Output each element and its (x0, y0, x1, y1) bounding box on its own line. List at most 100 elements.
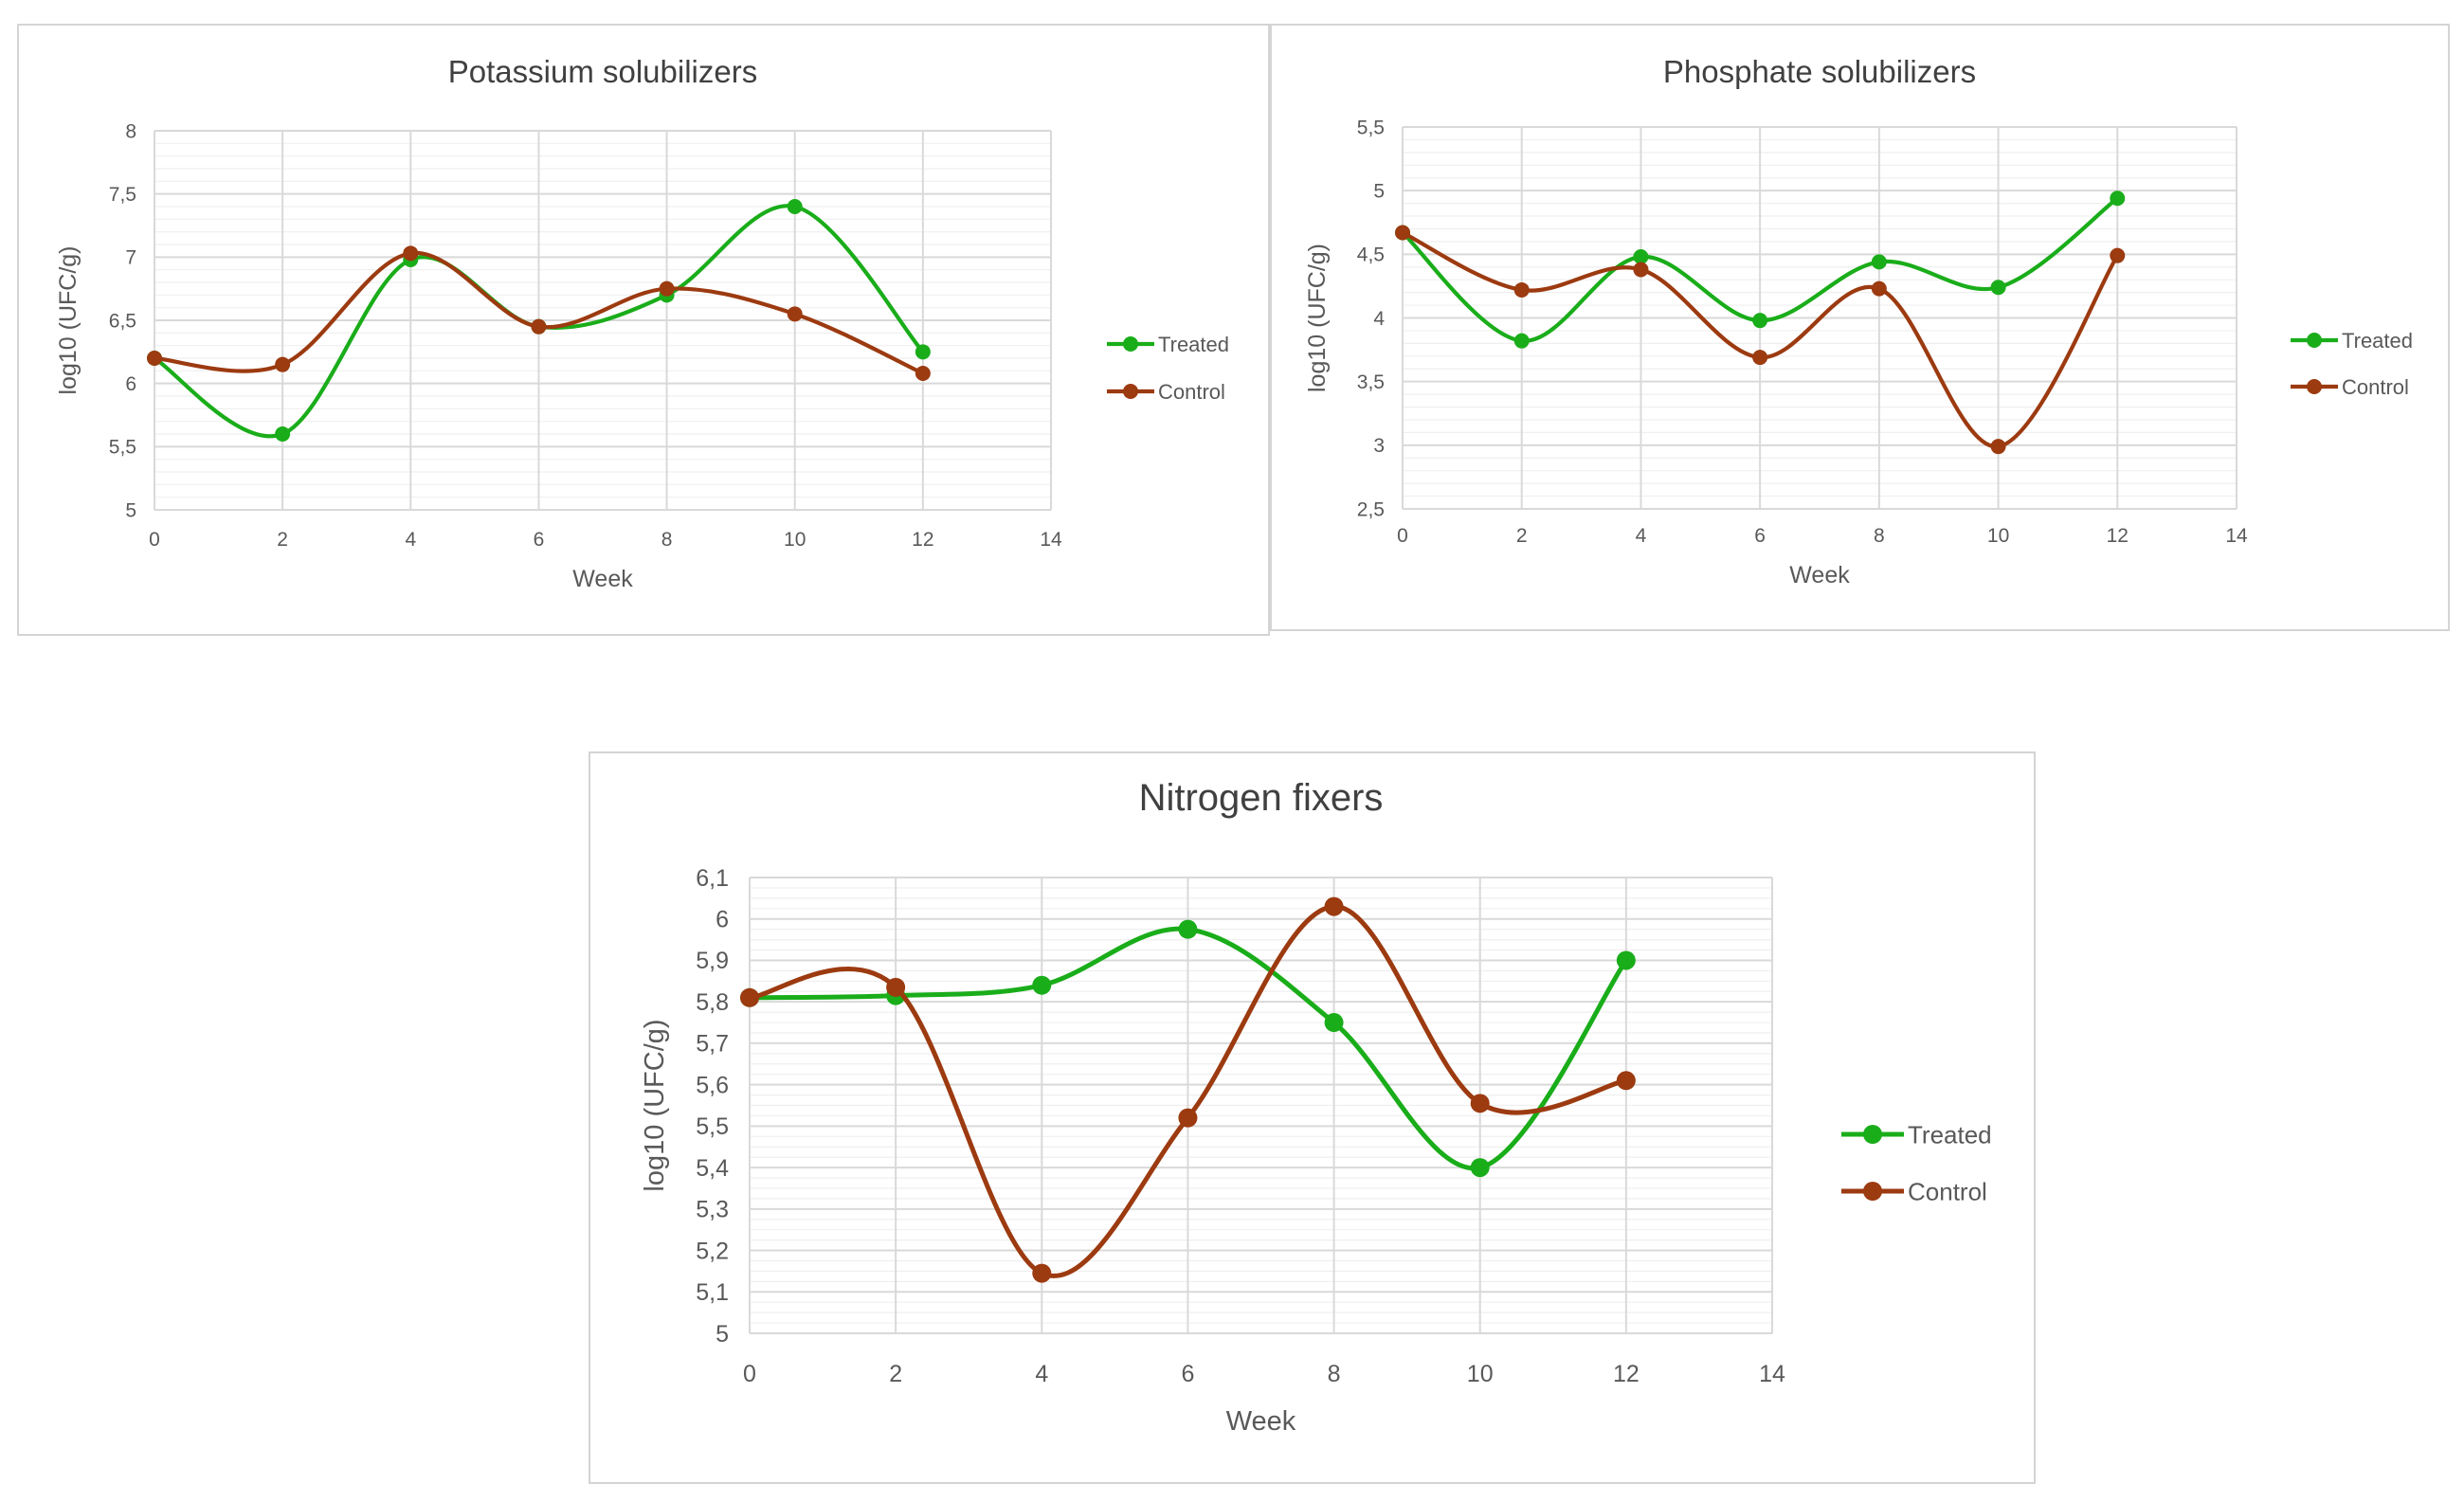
y-tick-label: 5,5 (1357, 117, 1385, 138)
x-tick-label: 14 (1040, 529, 1062, 551)
x-tick-label: 8 (661, 529, 673, 551)
data-point-treated (1752, 313, 1768, 329)
x-tick-label: 8 (1874, 525, 1885, 547)
y-tick-label: 5,4 (696, 1155, 729, 1182)
y-tick-label: 5,3 (696, 1197, 729, 1223)
x-tick-label: 12 (912, 529, 933, 551)
data-point-control (1752, 350, 1768, 366)
y-tick-label: 5 (125, 499, 136, 521)
data-point-treated (1470, 1158, 1490, 1178)
y-tick-label: 6,1 (696, 865, 729, 892)
y-tick-label: 6,5 (109, 310, 136, 332)
potassium-chart-panel: Potassium solubilizers 5 5,5 6 6,5 7 7,5 8 0 2 4 6 8… (17, 24, 1270, 636)
legend-label-control: Control (2342, 375, 2409, 399)
y-tick-label: 5,6 (696, 1072, 729, 1098)
data-point-control (1395, 225, 1410, 241)
legend-label-treated: Treated (2342, 329, 2413, 353)
x-tick-label: 10 (1987, 525, 2009, 547)
data-point-control (886, 977, 906, 997)
data-point-control (531, 318, 547, 335)
data-point-control (1470, 1094, 1490, 1113)
chart-title: Nitrogen fixers (1139, 777, 1384, 819)
y-tick-label: 5,7 (696, 1031, 729, 1058)
potassium-chart: Potassium solubilizers 5 5,5 6 6,5 7 7,5 8 0 2 4 6 8… (55, 54, 1229, 592)
x-axis-label: Week (1789, 562, 1850, 588)
legend-marker-control (1123, 384, 1138, 399)
data-point-control (147, 351, 162, 366)
data-point-control (1616, 1071, 1636, 1091)
data-point-treated (1324, 1013, 1344, 1033)
legend-marker-treated (1123, 336, 1138, 352)
nitrogen-chart: Nitrogen fixers 5 5,1 5,2 5,3 5,4 5,5 5,6 5,7 5,8… (640, 777, 1992, 1437)
x-tick-label: 4 (1636, 525, 1647, 547)
data-point-control (1990, 439, 2006, 455)
data-point-treated (1871, 254, 1887, 270)
data-point-treated (1178, 919, 1198, 939)
y-tick-label: 5 (716, 1321, 729, 1348)
x-tick-label: 12 (2107, 525, 2129, 547)
x-tick-label: 4 (405, 529, 416, 551)
data-point-control (1633, 262, 1649, 278)
data-point-control (2110, 247, 2126, 263)
data-point-treated (2110, 190, 2126, 207)
legend-marker-control (2307, 379, 2322, 394)
plot-grid (749, 877, 1773, 1334)
data-point-treated (1032, 975, 1052, 995)
legend-label-control: Control (1908, 1177, 1987, 1205)
x-tick-label: 2 (889, 1361, 902, 1387)
y-tick-label: 5,2 (696, 1238, 729, 1264)
x-tick-label: 0 (1397, 525, 1408, 547)
x-tick-label: 4 (1035, 1361, 1048, 1387)
legend-label-treated: Treated (1158, 333, 1229, 356)
data-point-treated (1990, 280, 2006, 296)
data-point-treated (1616, 950, 1636, 970)
chart-legend: Treated Control (1107, 333, 1229, 404)
data-point-control (1032, 1263, 1052, 1283)
x-tick-label: 8 (1328, 1361, 1341, 1387)
x-tick-label: 0 (149, 529, 160, 551)
chart-title: Phosphate solubilizers (1663, 54, 1976, 89)
x-tick-label: 6 (1181, 1361, 1194, 1387)
legend-marker-control (1863, 1182, 1882, 1201)
series-control (740, 896, 1636, 1283)
nitrogen-chart-panel: Nitrogen fixers 5 5,1 5,2 5,3 5,4 5,5 5,6 5,7 5,8… (589, 751, 2036, 1484)
x-tick-label: 6 (534, 529, 545, 551)
data-point-control (787, 306, 803, 322)
data-point-treated (915, 344, 931, 360)
data-point-control (740, 987, 759, 1007)
y-tick-label: 7,5 (109, 184, 136, 206)
data-point-control (1178, 1108, 1198, 1128)
legend-label-control: Control (1158, 380, 1225, 404)
series-line-control (1400, 230, 2120, 449)
x-axis-label: Week (572, 566, 633, 592)
legend-marker-treated (1863, 1125, 1882, 1144)
x-tick-label: 0 (743, 1361, 756, 1387)
y-axis-label: log10 (UFC/g) (55, 246, 82, 395)
y-tick-label: 4,5 (1357, 244, 1385, 266)
y-tick-label: 5,9 (696, 948, 729, 974)
legend-marker-treated (2307, 333, 2322, 348)
chart-legend: Treated Control (1841, 1120, 1992, 1205)
chart-legend: Treated Control (2291, 329, 2413, 399)
data-point-treated (787, 199, 803, 214)
data-point-treated (1633, 249, 1649, 265)
phosphate-chart: Phosphate solubilizers 2,5 3 3,5 4 4,5 5 5,5 0 2 4… (1304, 54, 2413, 588)
data-point-control (275, 356, 291, 372)
y-tick-label: 3 (1373, 435, 1385, 457)
x-tick-label: 6 (1754, 525, 1766, 547)
y-tick-label: 6 (716, 906, 729, 932)
y-tick-label: 7 (125, 247, 136, 269)
data-point-control (915, 366, 931, 381)
y-tick-label: 5,8 (696, 989, 729, 1016)
y-tick-label: 4 (1373, 308, 1385, 330)
data-point-control (1513, 281, 1530, 298)
y-tick-label: 5,1 (696, 1279, 729, 1306)
plot-grid (1402, 126, 2238, 510)
data-point-treated (275, 426, 291, 442)
data-point-control (1324, 896, 1344, 916)
y-tick-label: 5 (1373, 181, 1385, 203)
y-tick-label: 8 (125, 120, 136, 142)
data-point-control (659, 280, 675, 297)
x-axis-label: Week (1226, 1406, 1296, 1437)
y-tick-label: 5,5 (696, 1113, 729, 1140)
